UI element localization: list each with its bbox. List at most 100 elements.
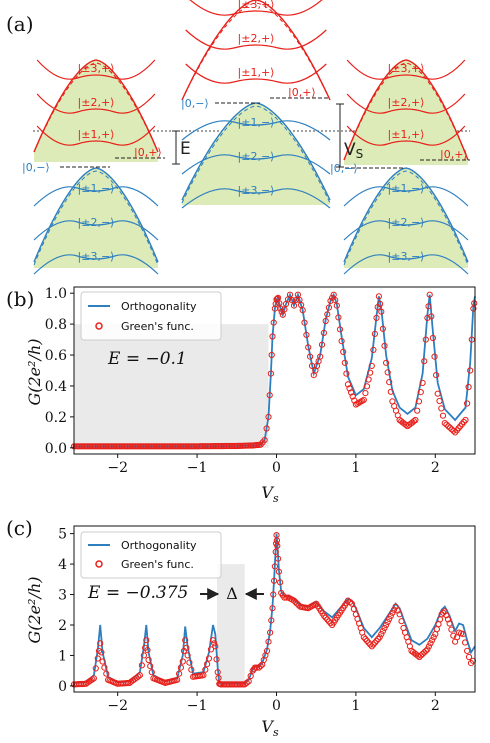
- mid-minus-label-2: |±2,−⟩: [238, 150, 275, 163]
- panel-b-greens-point: [429, 334, 436, 342]
- panel-c-legend-box: [80, 531, 222, 579]
- panel-b-greens-point: [335, 314, 342, 321]
- panel-c-greens-point: [363, 637, 371, 644]
- panel-c-y-tick-label: 1: [58, 648, 67, 664]
- panel-b-greens-point: [367, 369, 374, 376]
- right-plus-label-3: |±1,+⟩: [388, 128, 425, 141]
- panel-b-greens-point: [370, 346, 377, 353]
- right-plus-label-1: |±3,+⟩: [388, 62, 425, 75]
- panel-b-greens-point: [446, 424, 454, 431]
- left-zero-plus-label: |0,+⟩: [134, 146, 162, 159]
- left-plus-label-3: |±1,+⟩: [78, 128, 115, 141]
- panel-c-greens-point: [202, 666, 209, 673]
- panel-b-greens-point: [365, 376, 372, 383]
- panel-b-legend-marker-swatch: [95, 322, 103, 330]
- mid-minus-subband-1: [181, 120, 331, 141]
- mid-zero-plus-label: |0,+⟩: [288, 86, 316, 99]
- panel-c-greens-point: [277, 579, 284, 586]
- panel-b-greens-point: [410, 418, 417, 425]
- panel-b-greens-point: [344, 381, 352, 388]
- panel-c-greens-point: [381, 624, 388, 632]
- panel-c-y-tick-label: 3: [58, 588, 67, 604]
- mid-lower-band-edge-dashed: [181, 105, 331, 204]
- left-zero-minus-label: |0,−⟩: [22, 161, 50, 174]
- mid-upper-band-edge: [181, 0, 331, 101]
- mid-plus-label-2: |±2,+⟩: [238, 32, 275, 45]
- panel-b-greens-point: [290, 302, 298, 309]
- panel-b-greens-point: [426, 291, 433, 298]
- panel-c-greens-point: [424, 646, 431, 653]
- panel-b-greens-point: [349, 393, 356, 400]
- panel-b-legend-entry-1: Orthogonality: [121, 300, 197, 313]
- panel-b-greens-point: [324, 311, 331, 318]
- panel-b-greens-point: [360, 396, 367, 403]
- panel-c-greens-point: [183, 644, 190, 651]
- panel-c-y-tick-label: 5: [58, 527, 67, 543]
- right-lower-band-edge: [343, 167, 469, 263]
- panel-c-greens-point: [94, 655, 101, 662]
- panel-b-y-tick-label: 1.0: [45, 286, 67, 302]
- panel-c-greens-point: [268, 617, 275, 624]
- panel-c-greens-point: [469, 657, 477, 664]
- panel-b-greens-point: [421, 358, 428, 365]
- left-minus-subband-2: [33, 220, 159, 241]
- right-minus-label-3: |±3,−⟩: [388, 250, 425, 263]
- panel-b-greens-point: [317, 353, 324, 360]
- left-plus-subband-1: [36, 59, 156, 80]
- panel-b-y-axis-label: G(2e²/h): [25, 338, 44, 405]
- panel-b-greens-point: [462, 416, 469, 424]
- panel-b-greens-point: [270, 319, 277, 326]
- panel-b-greens-point: [348, 389, 355, 396]
- panel-b-greens-point: [387, 388, 394, 395]
- panel-c-x-tick-label: −1: [187, 698, 208, 714]
- panel-c-greens-point: [322, 614, 329, 621]
- panel-b-greens-point: [307, 353, 314, 360]
- panel-a-band-diagram: (a) |±1,−⟩ |±2,−⟩ |±3,−⟩ |±3,+⟩ |±2,+⟩ |±1,+⟩…: [6, 0, 470, 275]
- panel-c-greens-point: [209, 637, 217, 644]
- panel-c-greens-point: [425, 643, 432, 650]
- panel-c-greens-point: [204, 661, 211, 668]
- panel-b-greens-point: [351, 397, 358, 404]
- right-plus-subband-1: [346, 59, 466, 80]
- panel-c-greens-point: [368, 643, 375, 650]
- panel-c-y-axis-label: G(2e²/h): [25, 576, 44, 643]
- panel-c-greens-point: [215, 674, 222, 682]
- panel-c-greens-point: [465, 653, 473, 661]
- panel-b-greens-point: [340, 348, 347, 355]
- left-plus-subband-2: [36, 93, 156, 114]
- panel-c-greens-point: [143, 637, 150, 644]
- left-minus-label-2: |±2,−⟩: [78, 216, 115, 229]
- mid-plus-subband-3: [185, 63, 327, 84]
- panel-b-greens-point: [467, 367, 474, 374]
- panel-b-greens-point: [266, 392, 273, 399]
- panel-b-greens-point: [428, 313, 435, 320]
- panel-c-greens-point: [263, 647, 271, 655]
- panel-c-greens-series: [70, 532, 477, 688]
- panel-b-greens-point: [434, 390, 441, 397]
- mid-plus-label-1: |±3,+⟩: [238, 0, 275, 11]
- panel-c-y-tick-label: 2: [58, 618, 67, 634]
- panel-c-greens-point: [92, 665, 99, 672]
- panel-c-greens-point: [430, 634, 437, 641]
- panel-b-greens-point: [268, 351, 275, 359]
- left-minus-label-3: |±3,−⟩: [78, 250, 115, 263]
- panel-b-greens-point: [471, 300, 478, 307]
- panel-c-greens-point: [136, 672, 143, 679]
- panel-c-greens-point: [98, 649, 105, 656]
- mid-minus-subband-3: [181, 188, 331, 209]
- panel-b-greens-point: [336, 326, 344, 333]
- panel-b-greens-point: [436, 397, 443, 405]
- panel-c-greens-point: [177, 664, 184, 671]
- panel-b-greens-point: [414, 407, 421, 414]
- right-upper-band-edge: [343, 59, 469, 161]
- panel-b-greens-point: [272, 300, 279, 308]
- panel-c-legend-marker-swatch: [95, 560, 103, 568]
- panel-b-greens-point: [441, 420, 448, 427]
- panel-c-greens-point: [281, 594, 288, 601]
- panel-b-greens-point: [371, 330, 378, 337]
- panel-c-y-tick-label: 0: [58, 679, 67, 695]
- left-plus-label-1: |±3,+⟩: [78, 62, 115, 75]
- panel-b-greens-point: [422, 336, 429, 343]
- mid-minus-label-3: |±3,−⟩: [238, 184, 275, 197]
